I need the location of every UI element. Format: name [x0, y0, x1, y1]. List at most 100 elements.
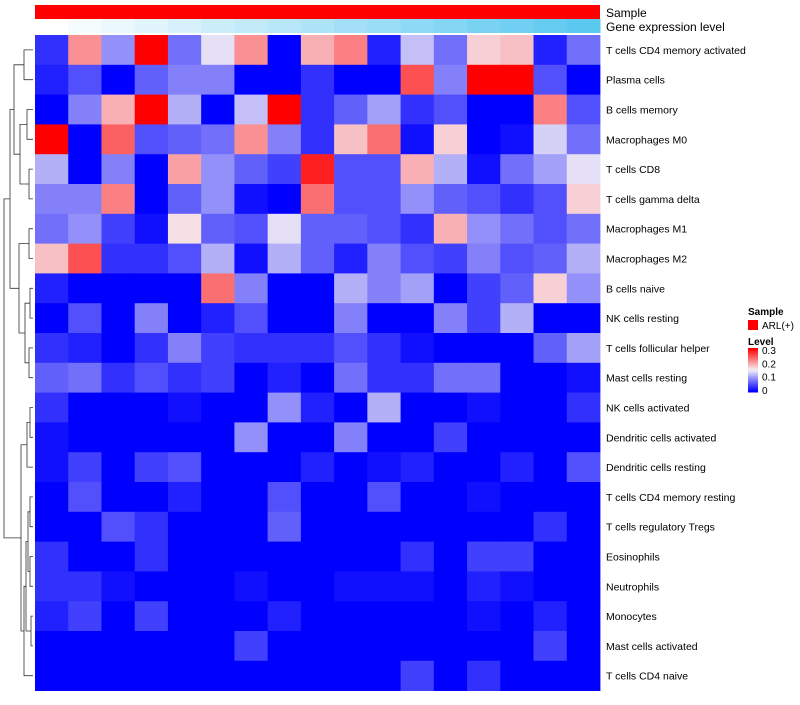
- heatmap-cell: [35, 154, 69, 185]
- heatmap-cell: [267, 243, 302, 274]
- heatmap-cell: [300, 482, 335, 513]
- heatmap-cell: [68, 35, 102, 66]
- heatmap-cell: [467, 213, 501, 244]
- heatmap-cell: [68, 333, 102, 364]
- legend-gradient-step: [748, 352, 758, 355]
- heatmap-cell: [167, 273, 202, 304]
- heatmap-cell: [334, 184, 368, 215]
- row-label: T cells CD8: [606, 164, 660, 176]
- heatmap-cell: [167, 35, 202, 66]
- heatmap-cell: [35, 660, 69, 691]
- legend-gradient-step: [748, 389, 758, 392]
- heatmap-cell: [201, 94, 235, 125]
- heatmap-cell: [467, 303, 501, 334]
- heatmap-cell: [167, 571, 202, 602]
- heatmap-cell: [533, 35, 568, 66]
- dendrogram-branch: [29, 407, 33, 438]
- heatmap-cell: [400, 35, 435, 66]
- heatmap-cell: [300, 64, 335, 95]
- legend-gradient-step: [748, 358, 758, 361]
- heatmap-cell: [201, 511, 235, 542]
- heatmap-cell: [167, 660, 202, 691]
- heatmap-cell: [68, 243, 102, 274]
- heatmap-cell: [35, 213, 69, 244]
- heatmap-cell: [35, 601, 69, 632]
- heatmap-cell: [300, 571, 335, 602]
- legend-gradient-step: [748, 374, 758, 377]
- heatmap-cell: [334, 273, 368, 304]
- heatmap-cell: [68, 154, 102, 185]
- heatmap-cell: [201, 422, 235, 453]
- heatmap-cell: [500, 660, 534, 691]
- heatmap-cell: [566, 541, 601, 572]
- heatmap-cell: [101, 362, 136, 393]
- heatmap-cell: [334, 124, 368, 155]
- legend-gradient-step: [748, 371, 758, 374]
- heatmap-cell: [334, 362, 368, 393]
- heatmap-cell: [433, 303, 468, 334]
- dendrogram-branch: [3, 198, 21, 539]
- heatmap-cell: [267, 273, 302, 304]
- expression-track-cell: [267, 19, 302, 33]
- heatmap-cell: [400, 511, 435, 542]
- heatmap-cell: [35, 333, 69, 364]
- row-label: T cells gamma delta: [606, 194, 700, 206]
- heatmap-cell: [35, 422, 69, 453]
- heatmap-cell: [201, 273, 235, 304]
- heatmap-cell: [300, 243, 335, 274]
- legend-tick-label: 0.3: [762, 346, 776, 357]
- heatmap-cell: [467, 422, 501, 453]
- heatmap-cell: [334, 392, 368, 423]
- heatmap-cell: [101, 273, 136, 304]
- legend-sample-entry: ARL(+): [762, 321, 794, 332]
- legend-gradient-step: [748, 355, 758, 358]
- row-label: Monocytes: [606, 611, 657, 623]
- heatmap-cell: [68, 660, 102, 691]
- heatmap-cell: [167, 392, 202, 423]
- heatmap-cell: [267, 571, 302, 602]
- heatmap-cell: [500, 213, 534, 244]
- heatmap-cell: [35, 571, 69, 602]
- heatmap-cell: [101, 571, 136, 602]
- heatmap-cell: [267, 154, 302, 185]
- heatmap-cell: [500, 571, 534, 602]
- heatmap-cell: [367, 35, 401, 66]
- heatmap-cell: [134, 333, 169, 364]
- heatmap-cell: [234, 333, 269, 364]
- legend-gradient-step: [748, 387, 758, 390]
- heatmap-cell: [267, 35, 302, 66]
- heatmap-cell: [500, 243, 534, 274]
- heatmap-cell: [367, 601, 401, 632]
- heatmap-cell: [334, 631, 368, 662]
- heatmap-cell: [433, 631, 468, 662]
- heatmap-cell: [201, 64, 235, 95]
- heatmap-cell: [566, 482, 601, 513]
- heatmap-cell: [433, 362, 468, 393]
- legend-gradient-step: [748, 368, 758, 371]
- heatmap-cell: [367, 184, 401, 215]
- heatmap-cell: [134, 64, 169, 95]
- dendrogram-branch: [26, 109, 33, 140]
- heatmap-cell: [334, 541, 368, 572]
- legend-gradient-step: [748, 362, 758, 365]
- heatmap-cell: [334, 243, 368, 274]
- expression-track-cell: [234, 19, 269, 33]
- heatmap-cell: [467, 452, 501, 483]
- heatmap-cell: [300, 541, 335, 572]
- heatmap-cell: [101, 601, 136, 632]
- heatmap-cell: [300, 154, 335, 185]
- row-label: NK cells activated: [606, 403, 690, 415]
- dendrogram-branch: [18, 243, 29, 334]
- heatmap-cell: [400, 631, 435, 662]
- heatmap-cell: [68, 541, 102, 572]
- heatmap-cell: [467, 124, 501, 155]
- heatmap-cell: [533, 154, 568, 185]
- dendrogram-branch: [29, 556, 33, 587]
- heatmap-cell: [234, 35, 269, 66]
- heatmap-cell: [201, 601, 235, 632]
- heatmap-cell: [566, 213, 601, 244]
- heatmap-cell: [101, 184, 136, 215]
- dendrogram-branch: [29, 287, 33, 319]
- heatmap-cell: [35, 243, 69, 274]
